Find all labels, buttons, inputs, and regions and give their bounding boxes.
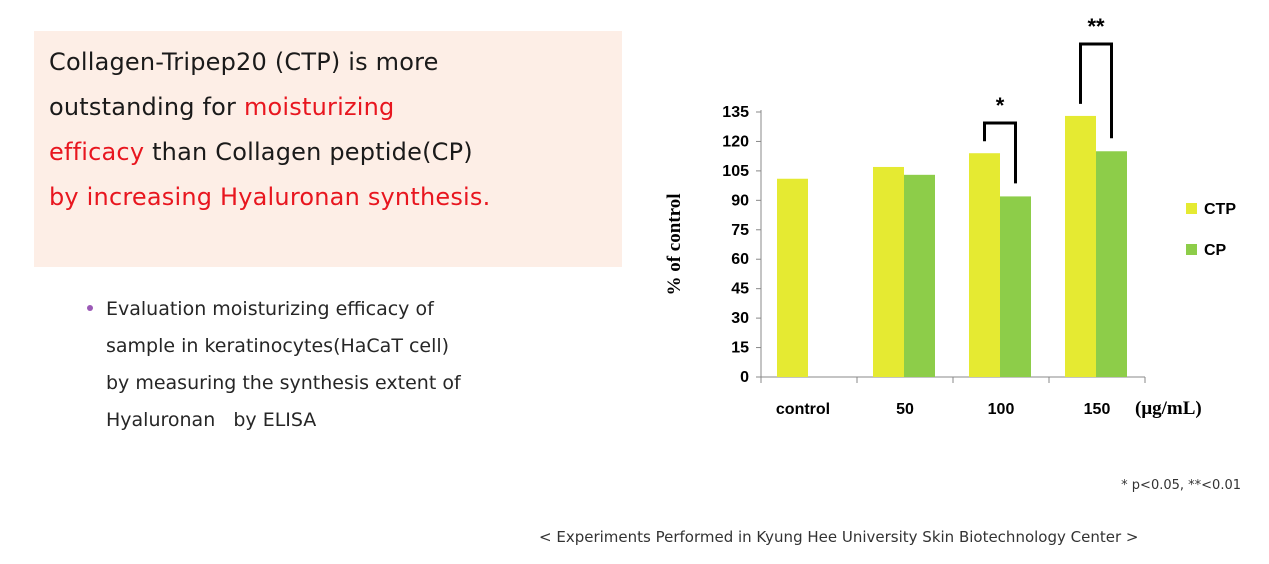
y-tick-label: 90 [731, 192, 749, 209]
bullet-line: sample in keratinocytes(HaCaT cell) [106, 335, 450, 357]
headline-line-4: by increasing Hyaluronan synthesis. [49, 183, 491, 211]
bullet-line: Hyaluronan by ELISA [106, 409, 317, 431]
y-tick-label: 0 [740, 369, 749, 386]
y-tick-label: 135 [722, 104, 749, 121]
headline-line-1: Collagen-Tripep20 (CTP) is more [49, 48, 439, 76]
bullet-dot-icon [87, 305, 93, 311]
bar-cp [1096, 151, 1127, 377]
headline-line-2: outstanding for moisturizing [49, 93, 395, 121]
legend-label-ctp: CTP [1204, 201, 1236, 218]
bullet-line: Evaluation moisturizing efficacy of [106, 298, 434, 320]
bar-ctp [969, 153, 1000, 377]
significance-bracket [983, 121, 1017, 184]
y-tick-label: 75 [731, 222, 749, 239]
x-unit-label: (μg/mL) [1135, 398, 1202, 419]
headline-line-3: efficacy than Collagen peptide(CP) [49, 138, 473, 166]
bullet-text: Evaluation moisturizing efficacy of samp… [106, 291, 576, 439]
legend-swatch-cp [1186, 244, 1197, 255]
legend-label-cp: CP [1204, 242, 1227, 259]
y-tick-label: 105 [722, 163, 749, 180]
y-tick-label: 120 [722, 133, 749, 150]
bar-ctp [1065, 115, 1096, 377]
x-tick-label: 100 [988, 401, 1015, 418]
bar-ctp [777, 178, 808, 377]
x-tick-label: 50 [896, 401, 914, 418]
y-tick-label: 60 [731, 251, 749, 268]
y-tick-label: 45 [731, 281, 749, 298]
significance-mark: * [996, 93, 1005, 118]
y-axis-title: % of control [664, 193, 685, 295]
significance-bracket [1079, 42, 1113, 139]
bar-cp [1000, 196, 1031, 377]
bar-ctp [873, 166, 904, 377]
bullet-line: by measuring the synthesis extent of [106, 372, 461, 394]
x-tick-label: control [776, 401, 830, 418]
footer-credit: < Experiments Performed in Kyung Hee Uni… [539, 528, 1139, 546]
headline: Collagen-Tripep20 (CTP) is more outstand… [49, 40, 621, 220]
significance-note: * p<0.05, **<0.01 [1121, 478, 1241, 493]
legend-swatch-ctp [1186, 203, 1197, 214]
y-tick-label: 15 [731, 340, 749, 357]
x-tick-label: 150 [1084, 401, 1111, 418]
highlight-box [34, 31, 622, 267]
y-tick-label: 30 [731, 310, 749, 327]
bar-chart: 0 15 30 45 60 75 90 105 120 135 % of control contro… [664, 14, 1236, 419]
significance-mark: ** [1087, 14, 1105, 39]
bar-cp [904, 174, 935, 377]
